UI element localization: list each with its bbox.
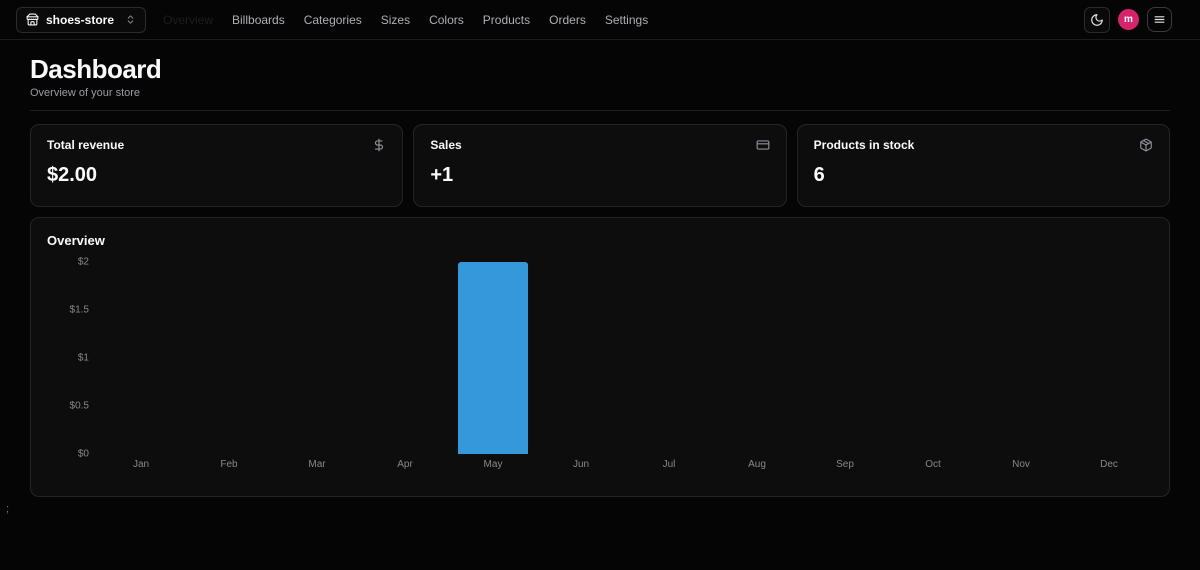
avatar[interactable]: m <box>1118 9 1139 30</box>
x-tick-label: May <box>483 458 503 470</box>
stat-card-total-revenue: Total revenue $2.00 <box>30 123 404 207</box>
x-tick-label: Jul <box>662 458 676 470</box>
dollar-sign-icon <box>372 138 386 152</box>
nav-item-colors[interactable]: Colors <box>429 12 464 27</box>
stat-value: +1 <box>430 163 454 186</box>
nav-item-sizes[interactable]: Sizes <box>380 12 411 27</box>
x-tick-label: Jan <box>132 458 150 470</box>
y-tick-label: $1 <box>77 352 89 364</box>
bar-slot-nov <box>977 262 1065 454</box>
package-icon <box>1139 138 1153 152</box>
x-tick-label: Nov <box>1012 458 1030 470</box>
bar-slot-oct <box>889 262 977 454</box>
stat-label: Sales <box>430 137 462 152</box>
menu-button[interactable] <box>1147 7 1172 32</box>
top-navbar: shoes-store Overview Billboards Categories… <box>0 0 1200 40</box>
bar-slot-sep <box>801 262 889 454</box>
stat-value: $2.00 <box>47 163 98 186</box>
stats-row: Total revenue $2.00 Sales +1 Products in sto… <box>30 123 1170 207</box>
x-tick-label: Sep <box>836 458 854 470</box>
avatar-letter: m <box>1124 14 1133 25</box>
main-content: Dashboard Overview of your store Total r… <box>0 40 1200 497</box>
x-tick-label: Jun <box>572 458 590 470</box>
nav-item-billboards[interactable]: Billboards <box>232 12 285 27</box>
chart-y-axis: $2 $1.5 $1 $0.5 $0 <box>47 256 97 459</box>
stray-semicolon: ; <box>6 503 10 515</box>
theme-toggle-button[interactable] <box>1084 6 1110 33</box>
bar-slot-feb <box>185 262 273 454</box>
bar-slot-apr <box>361 262 449 454</box>
y-tick-label: $2 <box>77 256 89 268</box>
main-nav: Overview Billboards Categories Sizes Colors P… <box>163 13 1084 27</box>
x-tick-label: Mar <box>308 458 326 470</box>
chart-x-axis: Jan Feb Mar Apr May Jun Jul Aug Sep Oct Nov Dec <box>97 459 1153 470</box>
bar-slot-jun <box>537 262 625 454</box>
menu-icon <box>1153 13 1166 26</box>
store-switcher-label: shoes-store <box>46 12 115 27</box>
bar-slot-jul <box>625 262 713 454</box>
bar-slot-dec <box>1065 262 1153 454</box>
x-tick-label: Apr <box>397 458 413 470</box>
page-subtitle: Overview of your store <box>30 86 141 99</box>
overview-chart-card: Overview $2 $1.5 $1 $0.5 $0 Jan Feb Mar Apr May J… <box>30 216 1170 497</box>
x-tick-label: Oct <box>925 458 941 470</box>
bar-slot-aug <box>713 262 801 454</box>
stat-card-products-in-stock: Products in stock 6 <box>796 123 1170 207</box>
x-tick-label: Feb <box>220 458 238 470</box>
moon-icon <box>1090 13 1104 27</box>
stat-value: 6 <box>813 163 825 186</box>
bar-slot-may <box>449 261 537 454</box>
nav-item-categories[interactable]: Categories <box>303 12 362 27</box>
nav-item-orders[interactable]: Orders <box>549 12 586 27</box>
y-tick-label: $1.5 <box>69 304 89 316</box>
navbar-right: m <box>1084 6 1172 33</box>
store-switcher[interactable]: shoes-store <box>16 6 146 33</box>
page-title: Dashboard <box>30 54 162 84</box>
y-tick-label: $0 <box>77 448 89 460</box>
bar-slot-mar <box>273 262 361 454</box>
nav-item-overview[interactable]: Overview <box>163 12 214 27</box>
revenue-bar-chart: $2 $1.5 $1 $0.5 $0 Jan Feb Mar Apr May Jun Jul Aug S… <box>47 256 1153 470</box>
stat-card-sales: Sales +1 <box>413 123 787 207</box>
x-tick-label: Dec <box>1100 458 1118 470</box>
bar-slot-jan <box>97 262 185 454</box>
y-tick-label: $0.5 <box>69 400 89 412</box>
bar-may <box>457 261 529 454</box>
chart-plot-area <box>97 261 1153 454</box>
nav-item-settings[interactable]: Settings <box>604 12 649 27</box>
stat-label: Products in stock <box>813 137 915 152</box>
stat-label: Total revenue <box>47 137 125 152</box>
store-icon <box>26 13 39 26</box>
chevrons-up-down-icon <box>125 14 136 25</box>
credit-card-icon <box>756 138 770 152</box>
x-tick-label: Aug <box>748 458 766 470</box>
chart-title: Overview <box>47 232 105 248</box>
nav-item-products[interactable]: Products <box>482 12 531 27</box>
separator <box>30 109 1170 111</box>
